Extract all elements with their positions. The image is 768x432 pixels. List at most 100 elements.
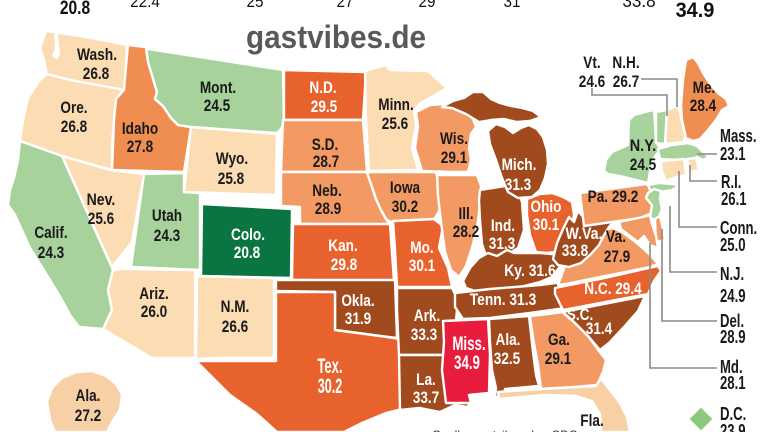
svg-text:27: 27	[337, 0, 354, 11]
svg-text:26.0: 26.0	[141, 302, 168, 321]
svg-text:Neb.: Neb.	[312, 181, 342, 200]
svg-text:Ill.: Ill.	[458, 204, 473, 223]
svg-text:N.J.: N.J.	[720, 264, 744, 284]
svg-text:Ala.: Ala.	[496, 330, 521, 349]
svg-text:27.8: 27.8	[127, 137, 154, 156]
svg-text:24.5: 24.5	[630, 155, 657, 174]
svg-text:Fla.: Fla.	[580, 411, 603, 430]
svg-text:Wash.: Wash.	[77, 45, 117, 64]
svg-text:N.Y.: N.Y.	[630, 136, 657, 155]
svg-text:Miss.: Miss.	[452, 334, 485, 355]
svg-text:26.8: 26.8	[83, 64, 110, 83]
svg-text:Colo.: Colo.	[231, 225, 265, 244]
svg-text:Me.: Me.	[693, 78, 716, 97]
svg-text:28.2: 28.2	[453, 222, 480, 241]
svg-text:25: 25	[247, 0, 264, 11]
svg-text:30.1: 30.1	[533, 215, 560, 234]
svg-text:29.8: 29.8	[331, 255, 358, 274]
svg-text:Ga.: Ga.	[548, 330, 570, 349]
svg-text:25.6: 25.6	[88, 209, 115, 228]
svg-text:23.9: 23.9	[720, 421, 746, 432]
svg-text:gastvibes.de: gastvibes.de	[246, 19, 426, 55]
svg-text:S.C.: S.C.	[567, 305, 594, 324]
svg-text:24.3: 24.3	[38, 243, 65, 262]
svg-text:23.1: 23.1	[720, 144, 746, 164]
svg-text:Iowa: Iowa	[390, 178, 421, 197]
svg-text:24.3: 24.3	[154, 226, 181, 245]
svg-text:Ore.: Ore.	[60, 98, 87, 117]
svg-text:Ariz.: Ariz.	[139, 284, 169, 303]
svg-text:Ohio: Ohio	[531, 197, 562, 216]
svg-text:26.6: 26.6	[222, 317, 249, 336]
svg-text:26.1: 26.1	[721, 189, 747, 209]
svg-text:Quelle: gastvibes.de · CDC: Quelle: gastvibes.de · CDC	[432, 428, 578, 432]
svg-text:W.Va.: W.Va.	[566, 224, 603, 243]
svg-text:30.1: 30.1	[409, 256, 436, 275]
svg-text:Del.: Del.	[720, 311, 744, 331]
svg-text:Mich.: Mich.	[502, 155, 537, 174]
svg-text:26.8: 26.8	[61, 117, 88, 136]
svg-text:28.9: 28.9	[315, 199, 342, 218]
svg-text:34.9: 34.9	[676, 0, 715, 22]
svg-text:Ala.: Ala.	[76, 386, 101, 405]
svg-text:Utah: Utah	[152, 206, 182, 225]
svg-text:33.7: 33.7	[413, 388, 440, 407]
svg-text:31.3: 31.3	[505, 175, 532, 194]
svg-text:28.9: 28.9	[720, 327, 746, 347]
svg-text:N.C. 29.4: N.C. 29.4	[584, 279, 642, 298]
svg-text:30.2: 30.2	[392, 197, 419, 216]
svg-text:R.I.: R.I.	[721, 172, 741, 192]
svg-text:29: 29	[419, 0, 436, 11]
svg-text:30.2: 30.2	[318, 375, 343, 398]
svg-text:31.3: 31.3	[489, 234, 516, 253]
svg-text:22.4: 22.4	[130, 0, 160, 11]
svg-text:24.9: 24.9	[720, 286, 746, 306]
svg-text:24.6: 24.6	[579, 72, 606, 91]
svg-text:28.7: 28.7	[313, 152, 340, 171]
svg-text:Tenn. 31.3: Tenn. 31.3	[470, 290, 537, 309]
svg-text:29.5: 29.5	[311, 97, 338, 116]
svg-text:La.: La.	[416, 370, 436, 389]
svg-text:Ky. 31.6: Ky. 31.6	[504, 261, 555, 280]
svg-text:Va.: Va.	[606, 227, 626, 246]
svg-text:Ind.: Ind.	[491, 216, 515, 235]
svg-text:33.3: 33.3	[411, 325, 438, 344]
svg-text:Mont.: Mont.	[200, 78, 236, 97]
svg-text:20.8: 20.8	[234, 243, 261, 262]
svg-text:Vt.: Vt.	[583, 53, 600, 72]
svg-text:33.8: 33.8	[562, 241, 589, 260]
svg-text:31.9: 31.9	[345, 309, 372, 328]
svg-text:Idaho: Idaho	[122, 119, 158, 138]
svg-text:33.8: 33.8	[622, 0, 655, 11]
svg-text:29.1: 29.1	[441, 148, 468, 167]
svg-text:Pa. 29.2: Pa. 29.2	[588, 187, 639, 206]
svg-text:N.H.: N.H.	[612, 53, 639, 72]
svg-text:20.8: 20.8	[60, 0, 90, 19]
svg-text:27.9: 27.9	[604, 247, 631, 266]
svg-text:Ark.: Ark.	[414, 306, 441, 325]
svg-text:Tex.: Tex.	[317, 355, 342, 378]
svg-text:Minn.: Minn.	[378, 95, 414, 114]
svg-text:34.9: 34.9	[454, 353, 480, 374]
svg-text:26.7: 26.7	[613, 72, 640, 91]
svg-text:Wis.: Wis.	[440, 129, 468, 148]
svg-text:Mo.: Mo.	[410, 238, 433, 257]
svg-text:Okla.: Okla.	[341, 291, 374, 310]
svg-text:31.4: 31.4	[586, 319, 613, 338]
svg-text:Md.: Md.	[720, 357, 743, 377]
svg-text:31: 31	[504, 0, 521, 11]
svg-text:S.D.: S.D.	[312, 135, 339, 154]
svg-text:25.0: 25.0	[720, 235, 746, 255]
svg-text:Mass.: Mass.	[720, 126, 757, 146]
svg-text:Nev.: Nev.	[87, 190, 116, 209]
svg-text:N.D.: N.D.	[309, 78, 336, 97]
svg-text:N.M.: N.M.	[221, 297, 250, 316]
svg-text:28.4: 28.4	[690, 96, 717, 115]
svg-text:Calif.: Calif.	[34, 223, 67, 242]
svg-text:Kan.: Kan.	[328, 236, 358, 255]
svg-text:Wyo.: Wyo.	[216, 149, 249, 168]
svg-text:28.1: 28.1	[720, 373, 746, 393]
svg-text:25.6: 25.6	[382, 114, 409, 133]
svg-text:Conn.: Conn.	[720, 218, 757, 238]
svg-text:29.1: 29.1	[545, 349, 572, 368]
